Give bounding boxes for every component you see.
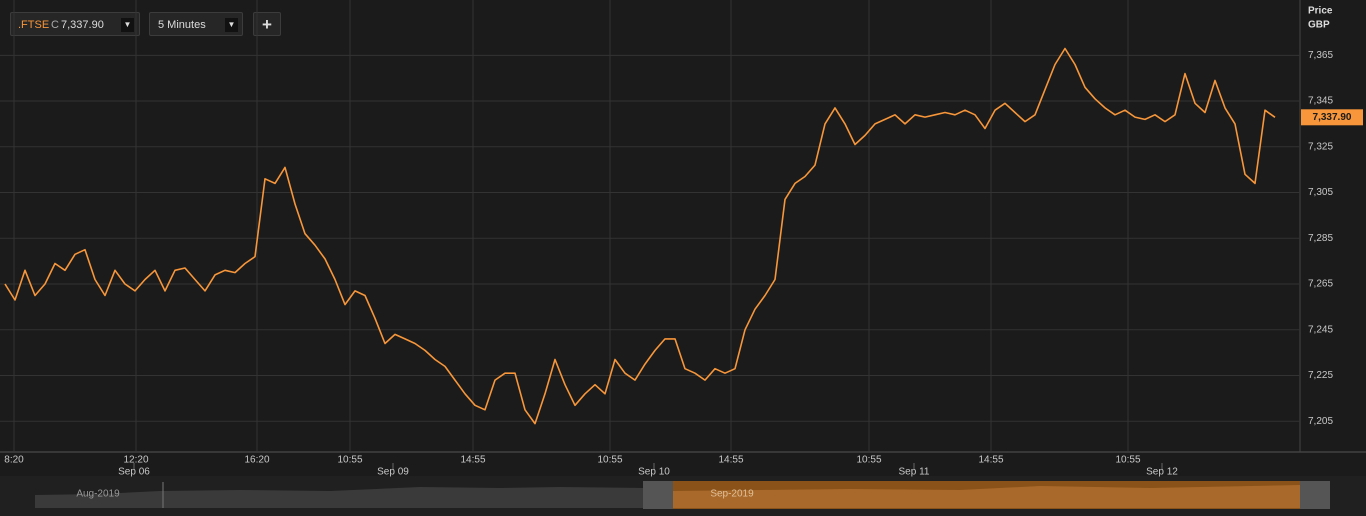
symbol: .FTSE (18, 19, 50, 31)
navigator-bg (0, 476, 1366, 516)
x-date-label: Sep 10 (638, 467, 670, 478)
x-date-label: Sep 06 (118, 467, 150, 478)
y-tick-label: 7,305 (1308, 187, 1333, 198)
y-tick-label: 7,205 (1308, 416, 1333, 427)
x-tick-label: 10:55 (1115, 455, 1140, 466)
x-tick-label: 10:55 (597, 455, 622, 466)
price-line (4, 47, 1276, 425)
y-tick-label: 7,345 (1308, 96, 1333, 107)
navigator-area (35, 487, 643, 508)
close-flag: C (51, 19, 59, 31)
y-tick-label: 7,285 (1308, 233, 1333, 244)
last-price-label: 7,337.90 (1313, 112, 1352, 123)
y-tick-label: 7,225 (1308, 370, 1333, 381)
x-tick-label: 12:20 (123, 455, 148, 466)
x-date-label: Sep 11 (899, 467, 930, 478)
x-date-label: Sep 09 (377, 467, 409, 478)
dropdown-arrow[interactable]: ▼ (121, 18, 134, 32)
symbol-box[interactable]: .FTSE C 7,337.90 ▼ (10, 12, 140, 36)
x-tick-label: 8:20 (4, 455, 24, 466)
navigator-window[interactable] (643, 481, 1330, 509)
x-tick-label: 14:55 (718, 455, 743, 466)
y-tick-label: 7,265 (1308, 279, 1333, 290)
navigator-handle[interactable] (1300, 481, 1330, 509)
x-tick-label: 16:20 (244, 455, 269, 466)
x-tick-label: 14:55 (978, 455, 1003, 466)
currency: GBP (1308, 20, 1330, 31)
y-tick-label: 7,325 (1308, 141, 1333, 152)
x-date-label: Sep 12 (1146, 467, 1178, 478)
interval-box[interactable]: 5 Minutes ▼ (149, 12, 243, 36)
navigator-label: Aug-2019 (76, 489, 120, 500)
navigator-area (673, 485, 1300, 508)
close-value: 7,337.90 (61, 19, 104, 31)
dropdown-arrow[interactable]: ▼ (225, 18, 238, 32)
last-price-box (1301, 109, 1363, 126)
navigator-handle[interactable] (643, 481, 673, 509)
y-tick-label: 7,245 (1308, 324, 1333, 335)
axis-title: Price (1308, 6, 1333, 17)
y-tick-label: 7,365 (1308, 50, 1333, 61)
add-button[interactable]: + (253, 12, 281, 36)
x-tick-label: 10:55 (337, 455, 362, 466)
interval: 5 Minutes (158, 19, 206, 31)
x-tick-label: 14:55 (460, 455, 485, 466)
navigator-label: Sep-2019 (710, 489, 754, 500)
x-tick-label: 10:55 (856, 455, 881, 466)
